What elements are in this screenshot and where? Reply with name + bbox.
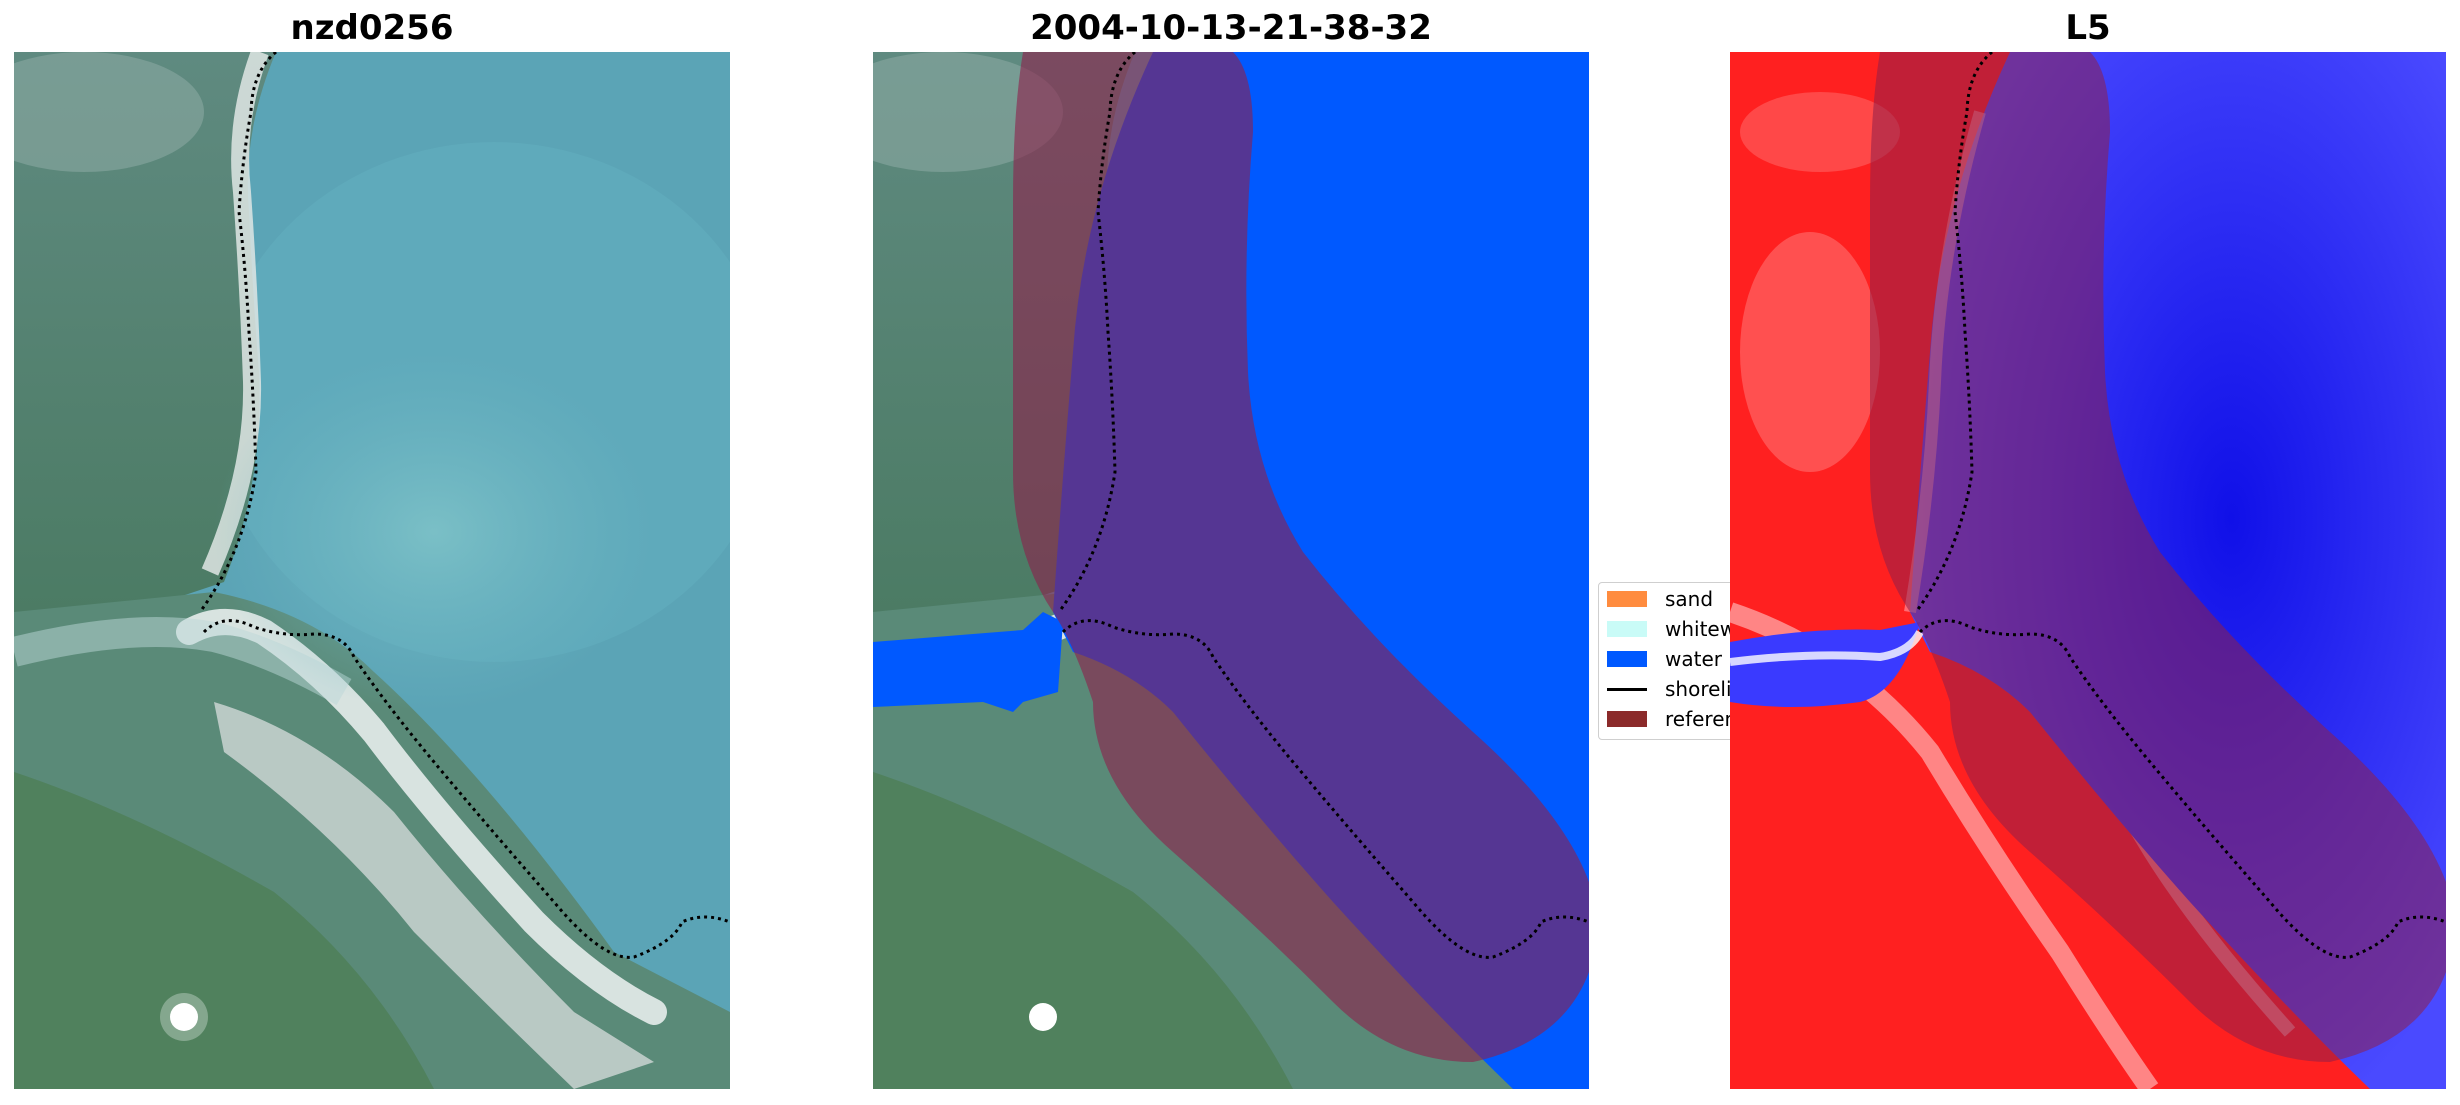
reference-swatch: [1607, 711, 1647, 727]
rgb-image-panel: [14, 52, 730, 1089]
reference-buffer: [1870, 52, 2446, 1062]
water-swatch: [1607, 651, 1647, 667]
legend-label: sand: [1665, 587, 1714, 611]
reference-buffer: [1013, 52, 1589, 1062]
classified-image: [873, 52, 1589, 1089]
water-index-inlet: [1730, 622, 1920, 707]
rgb-image: [14, 52, 730, 1089]
legend-label: whitewater: [1665, 617, 1736, 641]
shoreline-trace: [1057, 52, 1136, 613]
classified-image-panel: [873, 52, 1589, 1089]
legend-item-shoreline: shoreline: [1607, 675, 1735, 703]
panel-title-rgb: nzd0256: [290, 8, 454, 48]
shoreline-trace: [1914, 52, 1993, 613]
legend-item-sand: sand: [1607, 585, 1735, 613]
legend-item-water: water: [1607, 645, 1735, 673]
shoreline-trace: [198, 52, 277, 613]
sand-swatch: [1607, 591, 1647, 607]
legend-label: water: [1665, 647, 1722, 671]
legend-item-whitewater: whitewater: [1607, 615, 1736, 643]
legend-item-reference: reference: [1607, 705, 1735, 733]
index-image-panel: [1730, 52, 2446, 1089]
whitewater-swatch: [1607, 621, 1647, 637]
water-class-inlet: [873, 612, 1063, 712]
panel-title-index: L5: [2065, 8, 2111, 48]
legend-label: reference: [1665, 707, 1735, 731]
legend: sand whitewater water shoreline referenc…: [1598, 582, 1736, 740]
legend-label: shoreline: [1665, 677, 1735, 701]
panel-title-classified: 2004-10-13-21-38-32: [1030, 8, 1432, 48]
shoreline-line-icon: [1607, 688, 1647, 691]
index-image: [1730, 52, 2446, 1089]
